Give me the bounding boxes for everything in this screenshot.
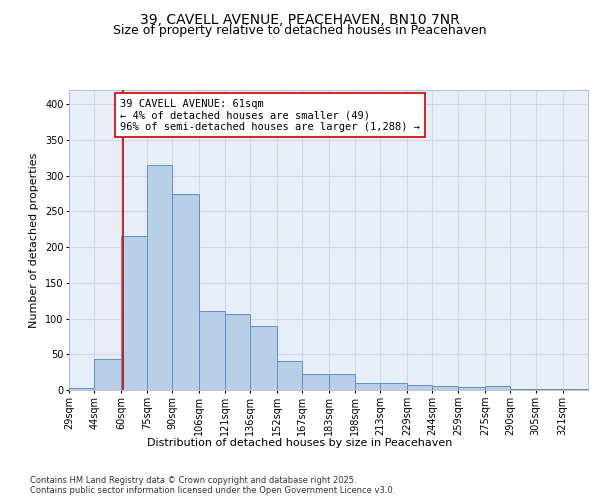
Bar	[458, 387, 485, 390]
Bar	[302, 374, 329, 390]
Bar	[69, 388, 94, 390]
Bar	[433, 386, 458, 390]
Text: Contains HM Land Registry data © Crown copyright and database right 2025.
Contai: Contains HM Land Registry data © Crown c…	[30, 476, 395, 495]
Text: Size of property relative to detached houses in Peacehaven: Size of property relative to detached ho…	[113, 24, 487, 37]
Bar	[224, 314, 250, 390]
Bar	[250, 326, 277, 390]
Bar	[329, 374, 355, 390]
Bar	[380, 383, 407, 390]
Y-axis label: Number of detached properties: Number of detached properties	[29, 152, 39, 328]
Text: 39, CAVELL AVENUE, PEACEHAVEN, BN10 7NR: 39, CAVELL AVENUE, PEACEHAVEN, BN10 7NR	[140, 12, 460, 26]
Text: Distribution of detached houses by size in Peacehaven: Distribution of detached houses by size …	[148, 438, 452, 448]
Bar	[199, 312, 224, 390]
Bar	[121, 236, 147, 390]
Bar	[147, 165, 172, 390]
Bar	[485, 386, 510, 390]
Bar	[510, 388, 536, 390]
Bar	[407, 385, 433, 390]
Bar	[277, 362, 302, 390]
Bar	[172, 194, 199, 390]
Text: 39 CAVELL AVENUE: 61sqm
← 4% of detached houses are smaller (49)
96% of semi-det: 39 CAVELL AVENUE: 61sqm ← 4% of detached…	[120, 98, 420, 132]
Bar	[355, 383, 380, 390]
Bar	[94, 358, 121, 390]
